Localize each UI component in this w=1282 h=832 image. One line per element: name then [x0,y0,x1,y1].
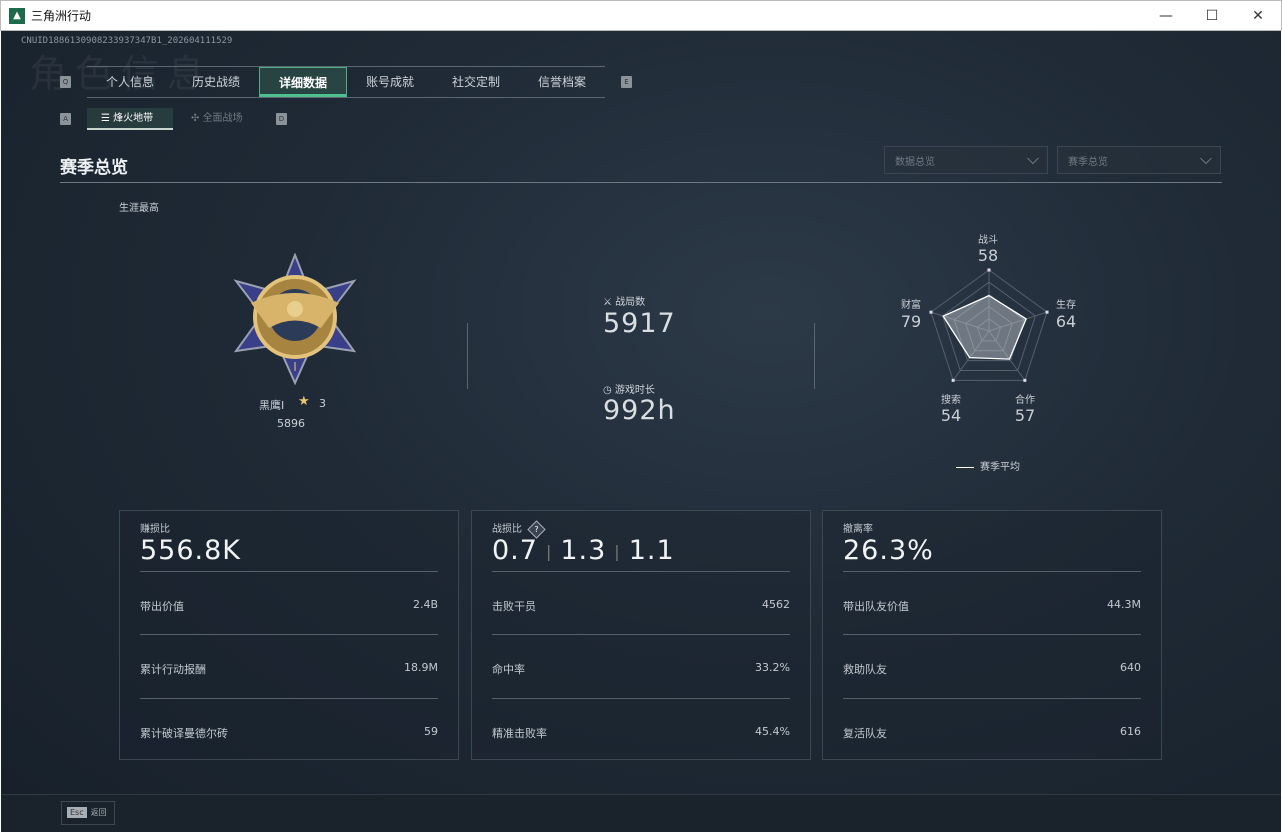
extraction-card: 撤离率 26.3% 带出队友价值 44.3M 救助队友 640 复活队友 616 [822,510,1162,760]
app-logo-icon: ▲ [9,7,25,24]
operations-icon: ☰ [101,113,114,124]
stat-row: 救助队友 640 [843,634,1141,698]
star-icon: ★ [298,394,310,409]
next-subtab-key[interactable]: D [276,113,287,125]
radar-grid-ring [953,293,1025,362]
section-divider [60,182,1222,183]
radar-value-survival: 64 [1055,312,1077,331]
radar-label-teamwork: 合作 [1015,395,1035,406]
bottom-bar: Esc 返回 [1,794,1281,832]
radar-series-polygon [942,294,1027,360]
prev-subtab-key[interactable]: A [60,113,71,125]
radar-value-combat: 58 [977,246,999,265]
matches-label: ⚔ 战局数 [603,297,646,308]
radar-legend: 赛季平均 [956,458,1020,473]
radar-spoke [930,311,990,332]
radar-value-search: 54 [940,406,962,425]
matches-value: 5917 [603,308,676,339]
stat-row: 累计行动报酬 18.9M [140,634,438,698]
subtab-operations[interactable]: ☰ 烽火地带 [87,108,173,130]
window-title: 三角洲行动 [31,9,92,23]
stat-row: 带出队友价值 44.3M [843,571,1141,635]
prev-tab-key[interactable]: Q [60,76,71,88]
career-best-label: 生涯最高 [119,203,159,214]
stat-row: 累计破译曼德尔砖 59 [140,698,438,762]
tab-history[interactable]: 历史战绩 [191,75,240,89]
maximize-button[interactable]: ☐ [1205,8,1219,24]
radar-value-teamwork: 57 [1014,406,1036,425]
stat-row: 精准击败率 45.4% [492,698,790,762]
minimize-button[interactable]: — [1159,8,1173,24]
radar-value-wealth: 79 [900,312,922,331]
next-tab-key[interactable]: E [621,76,632,88]
legend-line [956,466,974,468]
kd-card: 战损比? 0.7 | 1.3 | 1.1 击败干员 4562 命中率 33.2% 精准击败率… [471,510,811,760]
warfare-icon: ✣ [191,113,203,124]
divider [467,323,468,389]
tab-detailed-data[interactable]: 详细数据 [259,67,347,97]
rank-stars: 3 [319,397,326,410]
radar-vertex-dot [951,378,955,382]
uid-text: CNUID1886130908233937347B1_202604111529 [21,36,233,46]
radar-spoke [988,311,1048,332]
rank-score: 5896 [277,417,305,430]
subtab-warfare[interactable]: ✣ 全面战场 [191,113,243,124]
data-type-dropdown[interactable]: 数据总览 ⌵ [884,146,1048,174]
stat-row: 复活队友 616 [843,698,1141,762]
window-titlebar: ▲ 三角洲行动 — ☐ ✕ [0,0,1282,31]
card-value: 0.7 | 1.3 | 1.1 [492,535,675,566]
section-title: 赛季总览 [60,158,128,178]
close-button[interactable]: ✕ [1252,8,1264,24]
playtime-value: 992h [603,395,676,426]
radar-label-survival: 生存 [1056,300,1076,311]
radar-grid-ring [965,305,1013,352]
radar-spoke [988,330,1026,381]
radar-vertex-dot [1023,378,1027,382]
profit-card: 赚损比 556.8K 带出价值 2.4B 累计行动报酬 18.9M 累计破译曼德尔砖… [119,510,459,760]
stat-row: 带出价值 2.4B [140,571,438,635]
radar-label-wealth: 财富 [901,300,921,311]
radar-label-combat: 战斗 [978,235,998,246]
playtime-label: ◷ 游戏时长 [603,385,655,396]
tab-personal-info[interactable]: 个人信息 [105,75,154,89]
radar-grid-ring [942,281,1036,371]
stat-row: 命中率 33.2% [492,634,790,698]
radar-grid-ring [976,318,1002,342]
tab-social[interactable]: 社交定制 [451,75,500,89]
radar-grid-ring [930,269,1048,381]
card-title: 赚损比 [140,524,170,535]
divider [814,323,815,389]
ghost-heading: 角色信息 [29,52,214,96]
card-value: 556.8K [140,535,242,566]
season-dropdown[interactable]: 赛季总览 ⌵ [1057,146,1221,174]
card-title: 战损比? [492,519,546,539]
clock-icon: ◷ [603,385,615,396]
rank-medal-icon: I [233,253,357,385]
tab-achievements[interactable]: 账号成就 [365,75,414,89]
rank-name: 黑鹰I [259,399,285,412]
game-view: 角色信息 CNUID1886130908233937347B1_20260411… [1,31,1281,832]
radar-label-search: 搜索 [941,395,961,406]
radar-vertex-dot [987,268,991,272]
svg-text:I: I [293,360,297,374]
stat-row: 击败干员 4562 [492,571,790,635]
chevron-down-icon: ⌵ [1199,149,1212,168]
chevron-down-icon: ⌵ [1026,149,1039,168]
card-title: 撤离率 [843,524,873,535]
crossed-swords-icon: ⚔ [603,297,616,308]
tab-reputation[interactable]: 信誉档案 [537,75,586,89]
back-button[interactable]: Esc 返回 [61,801,115,825]
radar-spoke [952,330,990,381]
main-tabs: 个人信息 历史战绩 详细数据 账号成就 社交定制 信誉档案 [87,66,605,98]
card-value: 26.3% [843,535,934,566]
